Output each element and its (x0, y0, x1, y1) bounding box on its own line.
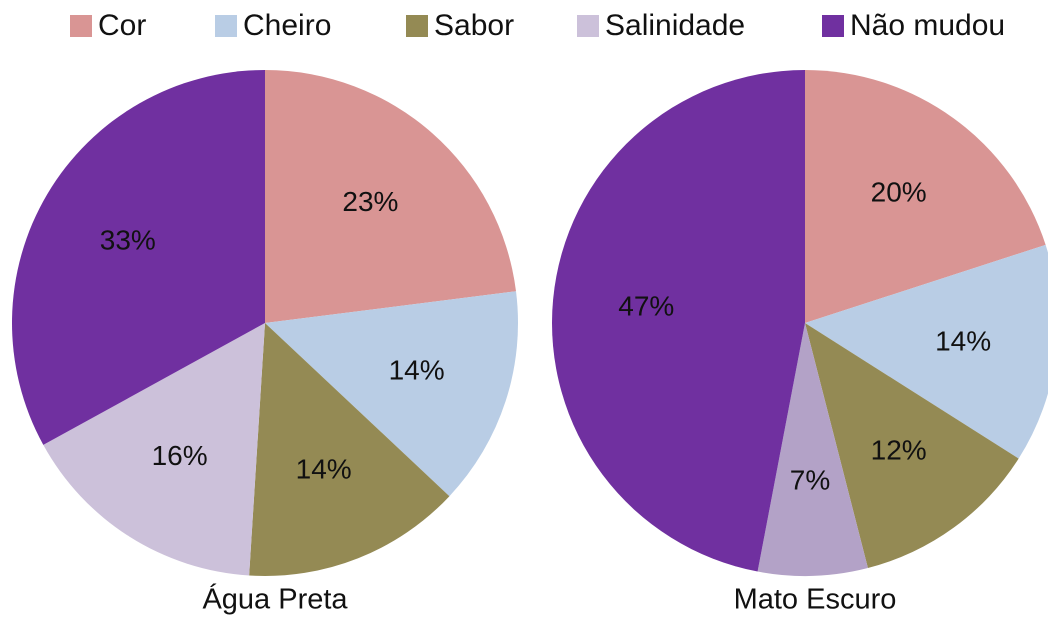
pie-slice (805, 244, 1048, 459)
data-label: 47% (618, 290, 674, 321)
pie-slice (265, 70, 517, 323)
pie-slice (265, 291, 518, 497)
legend-swatch (70, 15, 92, 37)
pie-slice (11, 70, 265, 445)
pie-slice (805, 70, 1046, 323)
data-label: 14% (296, 454, 352, 485)
legend-label: Não mudou (850, 9, 1005, 42)
legend-label: Sabor (434, 9, 514, 42)
chart-title: Mato Escuro (734, 584, 897, 616)
data-label: 14% (389, 355, 445, 386)
data-label: 7% (790, 465, 830, 496)
legend-swatch (406, 15, 428, 37)
data-label: 23% (342, 186, 398, 217)
legend-swatch (215, 15, 237, 37)
pie-slice (249, 323, 450, 576)
data-label: 20% (871, 176, 927, 207)
data-label: 16% (152, 440, 208, 471)
data-label: 33% (100, 224, 156, 255)
pie-slice (551, 70, 805, 572)
legend-swatch (577, 15, 599, 37)
legend-label: Cor (98, 9, 146, 42)
pie-slice (757, 323, 868, 577)
pie-slice (805, 323, 1019, 569)
legend-label: Salinidade (605, 9, 745, 42)
legend-swatch (822, 15, 844, 37)
legend-label: Cheiro (243, 9, 331, 42)
pie-slice (43, 323, 266, 576)
chart-title: Água Preta (202, 583, 348, 616)
data-label: 12% (871, 434, 927, 465)
data-label: 14% (935, 325, 991, 356)
